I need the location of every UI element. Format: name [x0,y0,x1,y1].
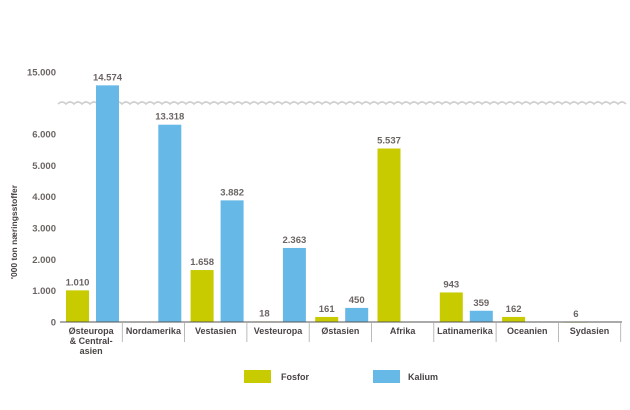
y-axis: 0 1.000 2.000 3.000 4.000 5.000 6.000 15.000 [27,68,56,329]
category-label: Østasien [321,326,359,336]
legend-label-fosfor: Fosfor [281,372,309,382]
bars [66,85,588,323]
value-label: 450 [349,295,365,306]
bar-fosfor-6 [439,292,463,322]
value-label: 14.574 [93,72,123,83]
legend-label-kalium: Kalium [408,372,438,382]
bar-kalium-1 [158,124,182,322]
bar-kalium-4 [345,307,369,322]
value-label: 1.658 [190,257,214,268]
category-labels: Østeuropa& Central-asien Nordamerika Vesta… [69,326,610,356]
legend: Fosfor Kalium [244,370,438,383]
category-label: Afrika [390,326,417,336]
x-axis-ticks [121,322,622,342]
axis-break-wave [57,101,627,106]
y-tick-label: 1.000 [32,286,56,297]
category-label: Latinamerika [437,326,494,336]
y-tick-label: 6.000 [32,130,56,141]
value-label: 5.537 [377,136,401,147]
category-label: Vesteuropa [254,326,304,336]
value-label: 161 [319,304,336,315]
category-label: Østeuropa [69,326,115,336]
bar-fosfor-7 [502,316,526,322]
bar-kalium-3 [282,247,306,322]
bar-kalium-2 [220,200,244,322]
bar-fosfor-5 [377,148,401,322]
category-label: Oceanien [507,326,548,336]
value-label: 2.363 [283,235,307,246]
legend-swatch-fosfor [244,370,271,383]
y-tick-label: 15.000 [27,68,56,79]
value-label: 6 [573,309,578,320]
category-label: Vestasien [195,326,237,336]
y-axis-label: '000 ton næringsstoffer [9,184,19,279]
y-tick-label: 2.000 [32,255,56,266]
legend-swatch-kalium [373,370,400,383]
bar-fosfor-0 [66,290,89,322]
value-label: 943 [443,279,459,290]
bar-fosfor-2 [190,270,214,322]
y-tick-label: 3.000 [32,224,56,235]
value-label: 1.010 [66,277,90,288]
value-label: 13.318 [155,112,184,123]
bar-kalium-0 [96,85,119,323]
category-label: Sydasien [570,326,610,336]
bar-kalium-6 [469,310,493,322]
value-label: 359 [473,298,489,309]
value-label: 162 [506,304,522,315]
value-labels: 1.010 14.574 13.318 1.658 3.882 18 2.363 161 450… [66,72,579,319]
y-tick-label: 4.000 [32,192,56,203]
category-label: Nordamerika [126,326,182,336]
value-label: 3.882 [220,187,244,198]
y-tick-label: 5.000 [32,161,56,172]
value-label: 18 [259,308,270,319]
category-label: asien [80,346,103,356]
category-label: & Central- [70,336,113,346]
y-tick-label: 0 [51,318,56,329]
bar-fosfor-4 [315,316,339,322]
